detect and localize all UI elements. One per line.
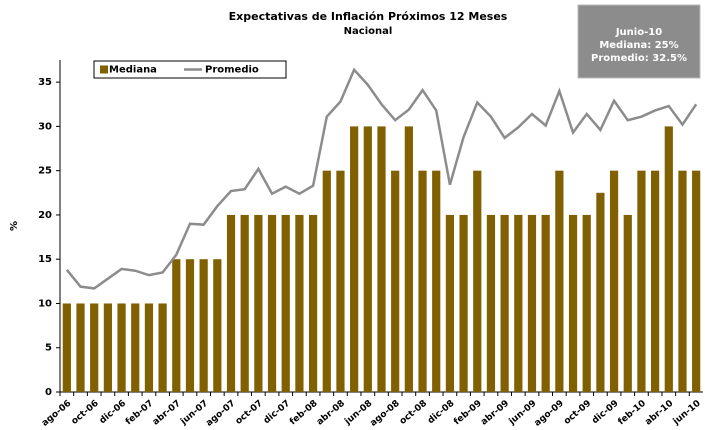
bar	[62, 303, 71, 392]
bar	[199, 259, 208, 392]
x-tick-label: feb-08	[288, 399, 320, 428]
annotation-box	[577, 4, 701, 79]
x-tick-label: abr-10	[643, 399, 675, 428]
chart-subtitle: Nacional	[344, 26, 393, 37]
legend-label: Promedio	[205, 65, 259, 76]
y-tick-label: 20	[38, 210, 52, 221]
bar	[131, 303, 140, 392]
y-tick-label: 0	[45, 387, 52, 398]
legend-label: Mediana	[109, 65, 157, 76]
y-tick-label: 10	[38, 298, 52, 309]
y-tick-label: 15	[38, 254, 52, 265]
bar	[172, 259, 181, 392]
bar	[226, 214, 236, 392]
bar	[267, 214, 277, 392]
bar	[76, 303, 85, 392]
x-tick-label: ago-06	[40, 399, 73, 429]
bar	[541, 214, 550, 392]
y-tick-label: 30	[38, 121, 52, 132]
bar	[308, 214, 318, 392]
bar	[555, 170, 564, 392]
bar	[377, 126, 386, 393]
annotation-text: Promedio: 32.5%	[591, 53, 687, 64]
bar	[609, 170, 619, 392]
bar	[637, 170, 646, 392]
bar	[527, 214, 537, 392]
bar	[254, 214, 263, 392]
x-tick-label: abr-09	[479, 399, 511, 428]
x-tick-label: oct-09	[562, 399, 593, 427]
x-tick-label: oct-08	[398, 399, 429, 427]
x-tick-label: abr-07	[151, 399, 183, 428]
x-tick-label: feb-09	[452, 399, 484, 428]
bar	[582, 214, 591, 392]
bar	[295, 214, 304, 392]
bar	[90, 303, 99, 392]
y-axis-label: %	[9, 221, 20, 231]
bar	[350, 126, 359, 393]
x-tick-label: abr-08	[315, 399, 347, 428]
bar	[281, 214, 290, 392]
x-tick-label: feb-10	[616, 399, 648, 428]
legend-swatch	[100, 65, 108, 74]
bar	[486, 214, 496, 392]
chart-title: Expectativas de Inflación Próximos 12 Me…	[229, 10, 508, 23]
bar	[473, 170, 482, 392]
x-tick-label: dic-08	[426, 399, 456, 427]
bar	[692, 170, 701, 392]
bar	[103, 303, 112, 392]
bar	[678, 170, 687, 392]
x-tick-label: ago-07	[204, 399, 237, 429]
bar	[117, 303, 126, 392]
bar	[144, 303, 154, 392]
bar	[432, 170, 441, 392]
x-tick-label: ago-09	[533, 399, 566, 429]
x-tick-label: dic-06	[98, 399, 128, 427]
bar	[404, 126, 413, 393]
annotation-text: Junio-10	[615, 27, 662, 38]
x-tick-label: oct-07	[234, 399, 265, 427]
bar	[363, 126, 372, 393]
bar	[514, 214, 523, 392]
bar	[391, 170, 400, 392]
bar	[185, 259, 195, 392]
x-tick-label: oct-06	[70, 399, 101, 427]
x-tick-label: dic-09	[590, 399, 620, 427]
bar	[459, 214, 468, 392]
line	[65, 67, 698, 290]
annotation-text: Mediana: 25%	[599, 40, 678, 51]
y-tick-label: 25	[38, 166, 52, 177]
bar	[651, 170, 660, 392]
bar	[596, 192, 605, 392]
x-tick-label: dic-07	[262, 399, 292, 427]
bar	[158, 303, 167, 392]
bar	[213, 259, 222, 392]
y-tick-label: 35	[38, 77, 52, 88]
bar	[322, 170, 331, 392]
x-tick-label: ago-08	[369, 399, 402, 429]
bar	[418, 170, 427, 392]
x-tick-label: jun-10	[671, 399, 703, 428]
y-tick-label: 5	[45, 343, 52, 354]
bar	[568, 214, 578, 392]
bar	[623, 214, 632, 392]
bar	[336, 170, 345, 392]
bar	[664, 126, 673, 393]
bar	[240, 214, 249, 392]
bar	[500, 214, 509, 392]
bar	[445, 214, 455, 392]
x-tick-label: feb-07	[124, 399, 156, 428]
